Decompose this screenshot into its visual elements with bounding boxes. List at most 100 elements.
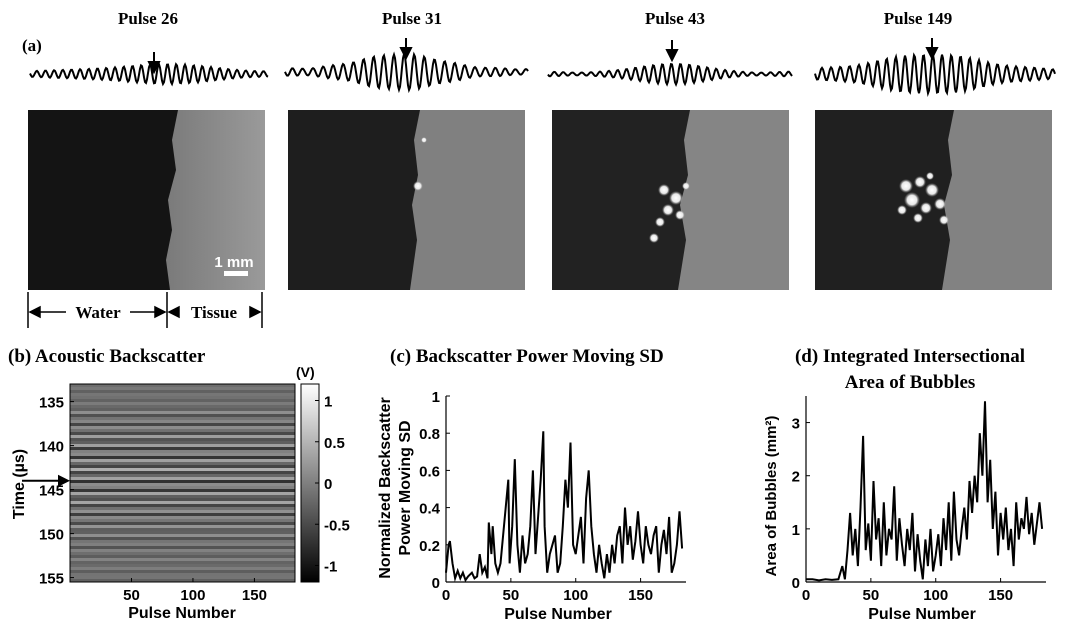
heatmap-row	[70, 543, 295, 547]
panel-c-title: (c) Backscatter Power Moving SD	[390, 346, 664, 367]
waveform-pulse-1	[29, 61, 269, 87]
heatmap-row	[70, 405, 295, 409]
heatmap-row	[70, 441, 295, 445]
heatmap-row	[70, 420, 295, 424]
bubble	[669, 191, 683, 205]
heatmap-row	[70, 561, 295, 565]
heatmap-row	[70, 564, 295, 568]
y-tick-label: 3	[792, 416, 800, 433]
waveform-pulse-4	[814, 50, 1056, 98]
heatmap-row	[70, 426, 295, 430]
y-tick-label: 0.8	[419, 426, 440, 443]
y-tick-label: 2	[792, 469, 800, 486]
heatmap-row	[70, 411, 295, 415]
arrowhead-pulse-4	[925, 47, 939, 61]
arrowhead-pulse-3	[665, 49, 679, 63]
heatmap-row	[70, 576, 295, 580]
heatmap-row	[70, 414, 295, 418]
heatmap-row	[70, 417, 295, 421]
bubble	[662, 204, 674, 216]
x-tick-label: 100	[923, 587, 948, 604]
x-tick-label: 150	[242, 587, 267, 604]
heatmap-row	[70, 546, 295, 550]
bubble	[658, 184, 670, 196]
heatmap-row	[70, 477, 295, 481]
series-line	[445, 431, 684, 583]
heatmap-row	[70, 384, 295, 388]
y-tick-label: 0	[792, 575, 800, 592]
heatmap-row	[70, 522, 295, 526]
x-tick-label: 150	[988, 587, 1013, 604]
scale-bar	[224, 271, 248, 276]
heatmap-row	[70, 423, 295, 427]
pulse-title-1: Pulse 26	[118, 9, 178, 28]
time-marker-arrow	[22, 474, 70, 487]
heatmap-row	[70, 453, 295, 457]
tissue-region	[942, 110, 1052, 290]
heatmap-row	[70, 435, 295, 439]
heatmap-row	[70, 480, 295, 484]
heatmap-row	[70, 501, 295, 505]
bubble	[904, 192, 920, 208]
heatmap-row	[70, 465, 295, 469]
panel-d-title-1: (d) Integrated Intersectional	[795, 346, 1025, 367]
x-tick-label: 100	[563, 587, 588, 604]
bubble	[675, 210, 685, 220]
heatmap-row	[70, 468, 295, 472]
heatmap-image	[70, 384, 295, 583]
heatmap-row	[70, 540, 295, 544]
heatmap-row	[70, 573, 295, 577]
heatmap-ylabel: Time (µs)	[11, 449, 28, 519]
panel-b: (b) Acoustic Backscatter 135140145150155…	[8, 346, 350, 622]
heatmap-row	[70, 489, 295, 493]
image-pulse-4	[815, 110, 1052, 290]
panel-c-xlabel: Pulse Number	[504, 606, 612, 623]
heatmap-row	[70, 507, 295, 511]
heatmap-row	[70, 462, 295, 466]
x-tick-label: 0	[802, 587, 810, 604]
bubble	[413, 181, 423, 191]
panel-d: (d) Integrated Intersectional Area of Bu…	[763, 346, 1046, 623]
bubble	[920, 202, 932, 214]
heatmap-row	[70, 504, 295, 508]
heatmap-row	[70, 408, 295, 412]
panel-a-tag: (a)	[22, 36, 42, 55]
heatmap-xlabel: Pulse Number	[128, 605, 236, 622]
heatmap-row	[70, 519, 295, 523]
heatmap-row	[70, 450, 295, 454]
heatmap-row	[70, 402, 295, 406]
y-tick-label: 155	[39, 571, 64, 588]
y-tick-label: 140	[39, 439, 64, 456]
heatmap-row	[70, 510, 295, 514]
image-pulse-2	[288, 110, 525, 290]
heatmap-row	[70, 534, 295, 538]
bubble	[897, 205, 907, 215]
heatmap-row	[70, 528, 295, 532]
bubble	[939, 215, 949, 225]
heatmap-row	[70, 444, 295, 448]
heatmap-row	[70, 525, 295, 529]
heatmap-row	[70, 471, 295, 475]
region-water-label: Water	[75, 303, 121, 322]
image-pulse-1: 1 mm	[28, 110, 265, 290]
panel-c: (c) Backscatter Power Moving SD 0 0.2 0.4 0…	[377, 346, 686, 623]
panel-b-title: (b) Acoustic Backscatter	[8, 346, 206, 367]
y-tick-label: 1	[792, 522, 800, 539]
y-tick-label: 1	[432, 389, 440, 406]
colorbar-tick-label: -0.5	[324, 517, 350, 534]
heatmap-row	[70, 552, 295, 556]
bubble	[914, 176, 926, 188]
heatmap-row	[70, 558, 295, 562]
heatmap-row	[70, 579, 295, 583]
region-annotation	[27, 292, 263, 328]
waveform-pulse-3	[547, 62, 793, 88]
pulse-title-4: Pulse 149	[884, 9, 952, 28]
heatmap-row	[70, 537, 295, 541]
image-pulse-3	[552, 110, 789, 290]
arrowhead-pulse-1	[147, 61, 161, 75]
colorbar-tick-label: 0.5	[324, 435, 345, 452]
bubble	[925, 183, 939, 197]
heatmap-row	[70, 492, 295, 496]
heatmap-row	[70, 432, 295, 436]
